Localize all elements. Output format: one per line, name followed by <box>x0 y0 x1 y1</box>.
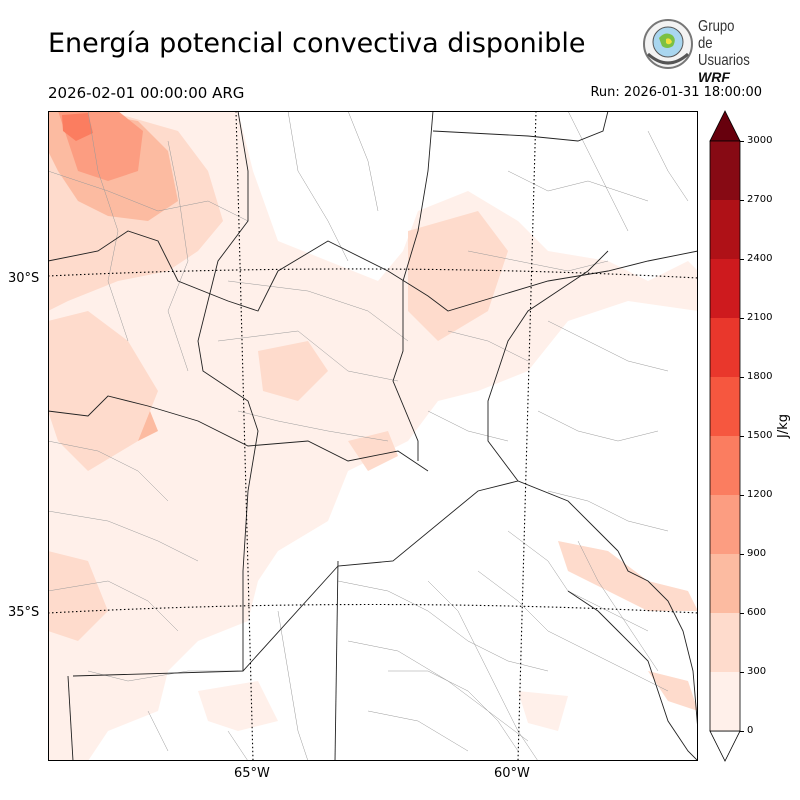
colorbar-segment <box>710 318 740 377</box>
logo-line-2: Usuarios <box>698 52 750 69</box>
colorbar-extend-low <box>709 730 741 762</box>
colorbar-segment <box>710 613 740 672</box>
colorbar-segment <box>710 259 740 318</box>
lon-label-65w: 65°W <box>234 766 270 781</box>
wrf-logo: Grupo de Usuarios WRF <box>640 16 760 85</box>
wrf-globe-emblem-icon <box>643 19 693 69</box>
colorbar-tick-mark <box>740 730 744 732</box>
colorbar-tick-label: 3000 <box>747 135 773 146</box>
colorbar-tick-mark <box>740 612 744 614</box>
colorbar <box>709 110 741 762</box>
colorbar-tick-label: 1800 <box>747 371 773 382</box>
colorbar-tick-mark <box>740 140 744 142</box>
colorbar-tick-mark <box>740 376 744 378</box>
lon-label-60w: 60°W <box>494 766 530 781</box>
cape-shading <box>48 111 698 761</box>
colorbar-tick-mark <box>740 199 744 201</box>
map-title: Energía potencial convectiva disponible <box>48 28 586 59</box>
colorbar-tick-mark <box>740 671 744 673</box>
colorbar-tick-label: 600 <box>747 607 767 618</box>
colorbar-tick-label: 1200 <box>747 489 773 500</box>
colorbar-tick-label: 2700 <box>747 194 773 205</box>
province-boundaries <box>48 111 698 761</box>
colorbar-segment <box>710 436 740 495</box>
colorbar-tick-label: 300 <box>747 666 767 677</box>
colorbar-extend-high <box>709 110 741 142</box>
colorbar-tick-label: 2100 <box>747 312 773 323</box>
valid-time: 2026-02-01 00:00:00 ARG <box>48 84 245 102</box>
colorbar-tick-mark <box>740 553 744 555</box>
logo-line-1: Grupo de <box>698 18 735 52</box>
colorbar-tick-label: 900 <box>747 548 767 559</box>
cape-map <box>48 111 698 761</box>
lat-label-30s: 30°S <box>8 271 40 286</box>
lat-label-35s: 35°S <box>8 605 40 620</box>
colorbar-segment <box>710 200 740 259</box>
colorbar-segment <box>710 141 740 200</box>
run-time: Run: 2026-01-31 18:00:00 <box>590 85 762 100</box>
colorbar-segment <box>710 554 740 613</box>
colorbar-segment <box>710 672 740 731</box>
colorbar-tick-mark <box>740 317 744 319</box>
department-boundaries <box>48 111 689 761</box>
colorbar-unit: J/kg <box>776 414 791 438</box>
graticule <box>48 111 698 761</box>
colorbar-segment <box>710 377 740 436</box>
colorbar-tick-label: 0 <box>747 725 754 736</box>
logo-line-3: WRF <box>698 69 730 85</box>
colorbar-tick-mark <box>740 494 744 496</box>
map-frame <box>48 111 698 761</box>
colorbar-tick-label: 2400 <box>747 253 773 264</box>
colorbar-tick-mark <box>740 435 744 437</box>
coastline <box>567 550 698 761</box>
colorbar-tick-mark <box>740 258 744 260</box>
colorbar-tick-label: 1500 <box>747 430 773 441</box>
colorbar-segment <box>710 495 740 554</box>
